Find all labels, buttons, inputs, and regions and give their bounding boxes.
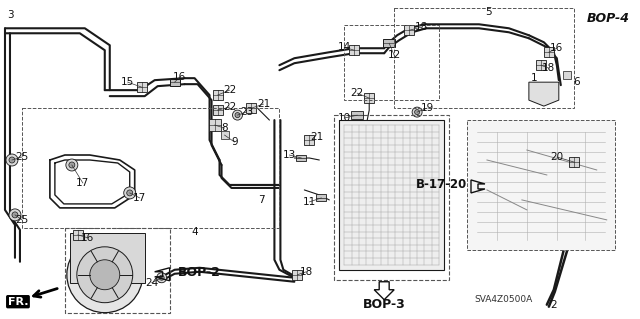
Circle shape: [77, 247, 132, 303]
Circle shape: [9, 157, 15, 163]
Text: 10: 10: [338, 113, 351, 123]
Text: 25: 25: [15, 152, 29, 162]
Circle shape: [159, 275, 164, 280]
Bar: [70, 233, 145, 283]
Bar: [563, 71, 571, 79]
Bar: [569, 157, 579, 167]
Bar: [467, 120, 614, 250]
Polygon shape: [529, 82, 559, 106]
Bar: [65, 228, 170, 313]
Circle shape: [235, 113, 240, 118]
Bar: [221, 131, 228, 139]
Text: BOP-4: BOP-4: [587, 12, 630, 25]
Circle shape: [9, 209, 21, 221]
Text: 5: 5: [486, 7, 492, 17]
Circle shape: [124, 187, 136, 199]
Circle shape: [412, 107, 422, 117]
Text: B-17-20: B-17-20: [416, 178, 467, 191]
Circle shape: [90, 260, 120, 290]
Text: 17: 17: [76, 178, 90, 188]
Text: 15: 15: [121, 77, 134, 87]
Bar: [344, 25, 439, 100]
Bar: [292, 270, 302, 280]
Text: FR.: FR.: [8, 297, 28, 307]
Text: 11: 11: [303, 197, 316, 207]
Text: 12: 12: [388, 50, 401, 60]
Text: 13: 13: [283, 150, 296, 160]
Text: 19: 19: [420, 103, 434, 113]
Text: 8: 8: [221, 123, 228, 133]
Text: 23: 23: [240, 107, 253, 117]
Text: 21: 21: [310, 132, 324, 142]
Text: 16: 16: [81, 233, 95, 243]
Circle shape: [415, 110, 420, 115]
Circle shape: [12, 212, 18, 218]
Text: 18: 18: [415, 22, 428, 32]
Bar: [212, 105, 223, 115]
Bar: [73, 230, 83, 240]
Bar: [316, 194, 326, 201]
Text: 18: 18: [542, 63, 556, 73]
Circle shape: [69, 162, 75, 168]
Text: 4: 4: [191, 227, 198, 237]
Bar: [334, 115, 449, 280]
Circle shape: [232, 110, 243, 120]
Bar: [364, 93, 374, 103]
Text: 14: 14: [338, 42, 351, 52]
Text: 17: 17: [133, 193, 147, 203]
Text: 18: 18: [300, 267, 313, 277]
Text: 22: 22: [351, 88, 364, 98]
Text: 7: 7: [258, 195, 265, 205]
Bar: [296, 154, 307, 161]
Text: 2: 2: [550, 300, 557, 310]
Text: 25: 25: [15, 215, 29, 225]
Text: 9: 9: [231, 137, 238, 147]
Bar: [209, 119, 221, 131]
Bar: [137, 82, 147, 92]
Text: 24: 24: [145, 278, 158, 288]
Text: 22: 22: [223, 85, 236, 95]
Circle shape: [67, 237, 143, 313]
Bar: [536, 60, 546, 70]
Circle shape: [6, 154, 18, 166]
Bar: [170, 79, 180, 86]
Circle shape: [66, 159, 78, 171]
Text: BOP-3: BOP-3: [363, 298, 406, 311]
Bar: [349, 45, 359, 55]
Circle shape: [127, 190, 132, 196]
Bar: [212, 90, 223, 100]
Text: 16: 16: [550, 43, 563, 53]
Bar: [246, 103, 257, 113]
Circle shape: [157, 273, 166, 283]
Text: 16: 16: [173, 72, 186, 82]
Text: 6: 6: [573, 77, 580, 87]
Bar: [305, 135, 314, 145]
Bar: [351, 111, 364, 119]
Text: 3: 3: [6, 10, 13, 20]
Bar: [394, 8, 574, 108]
Text: 1: 1: [531, 73, 537, 83]
Bar: [339, 120, 444, 270]
Bar: [22, 108, 280, 228]
Text: BOP-2: BOP-2: [178, 266, 221, 279]
Bar: [404, 25, 414, 35]
Text: 21: 21: [257, 99, 270, 109]
Text: SVA4Z0500A: SVA4Z0500A: [474, 295, 532, 304]
Bar: [544, 47, 554, 57]
Text: 22: 22: [223, 102, 236, 112]
Text: 20: 20: [550, 152, 563, 162]
Bar: [383, 39, 395, 47]
